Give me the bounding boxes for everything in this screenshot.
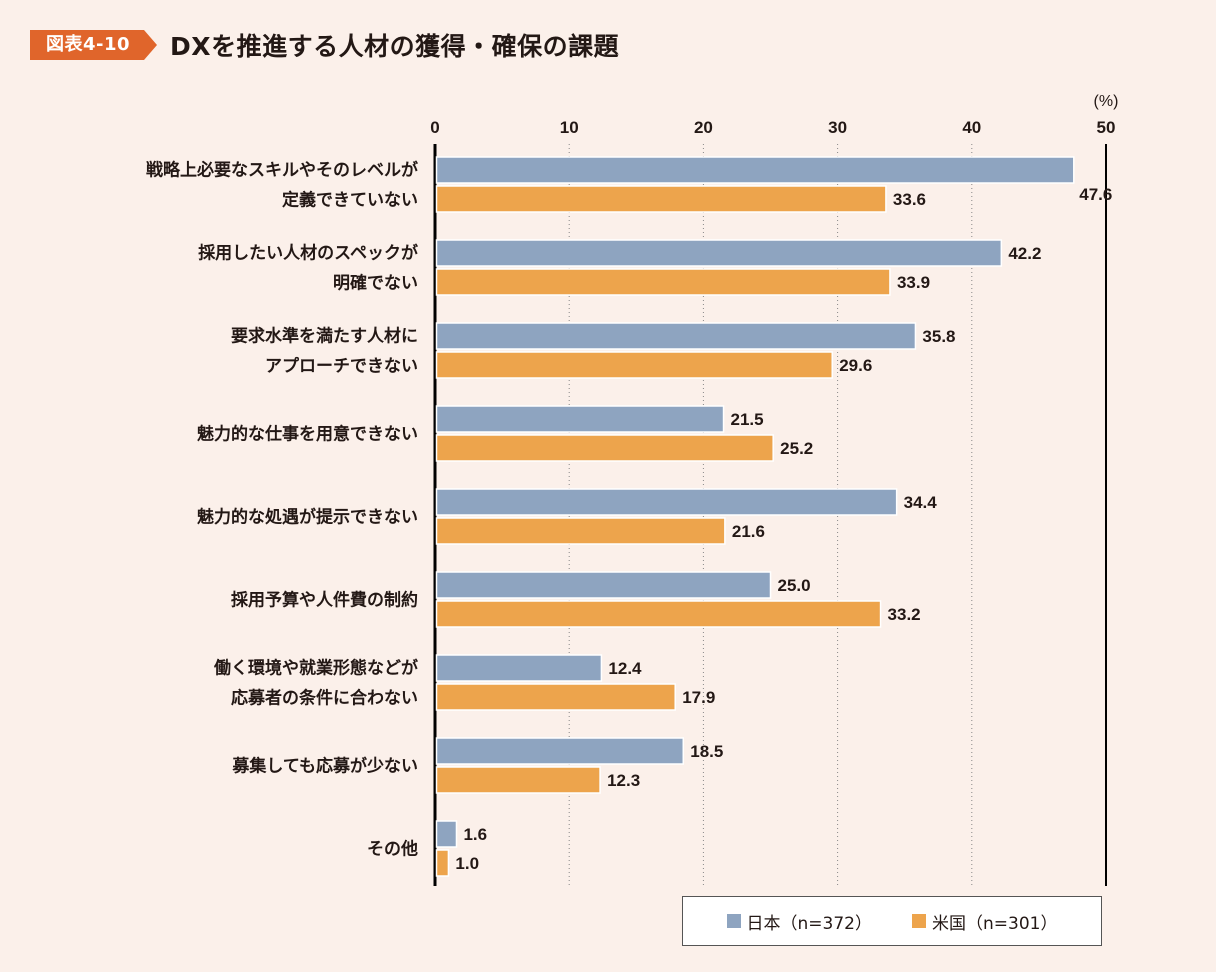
category-label: 採用予算や人件費の制約 bbox=[231, 590, 418, 610]
tick-label: 50 bbox=[1097, 118, 1116, 137]
legend-swatch-japan bbox=[726, 914, 741, 928]
data-label: 34.4 bbox=[904, 493, 938, 512]
data-label: 12.4 bbox=[608, 659, 642, 678]
category-label: 定義できていない bbox=[282, 190, 418, 210]
data-label: 18.5 bbox=[690, 742, 723, 761]
category-label: 魅力的な処遇が提示できない bbox=[197, 507, 418, 527]
data-label: 17.9 bbox=[682, 688, 715, 707]
figure-header: 図表4-10 DXを推進する人材の獲得・確保の課題 bbox=[30, 28, 619, 62]
category-label: 戦略上必要なスキルやそのレベルが bbox=[146, 160, 418, 180]
bar-us bbox=[435, 683, 676, 711]
data-label: 42.2 bbox=[1008, 244, 1041, 263]
bar-us bbox=[435, 351, 833, 379]
category-label: 魅力的な仕事を用意できない bbox=[197, 424, 418, 444]
tick-label: 40 bbox=[962, 118, 981, 137]
figure-title: DXを推進する人材の獲得・確保の課題 bbox=[170, 32, 620, 61]
data-label: 1.0 bbox=[455, 854, 479, 873]
bar-japan bbox=[435, 820, 458, 848]
data-label: 12.3 bbox=[607, 771, 640, 790]
category-label: 採用したい人材のスペックが bbox=[198, 243, 418, 263]
data-label: 33.2 bbox=[888, 605, 921, 624]
legend-item-us: 米国（n=301） bbox=[912, 909, 1057, 934]
bar-us bbox=[435, 517, 726, 545]
tick-label: 0 bbox=[430, 118, 439, 137]
figure-badge: 図表4-10 bbox=[30, 30, 158, 60]
bar-japan bbox=[435, 571, 772, 599]
category-label: 要求水準を満たす人材に bbox=[231, 326, 418, 346]
bar-japan bbox=[435, 737, 685, 765]
category-label: 明確でない bbox=[333, 273, 418, 293]
category-label: 募集しても応募が少ない bbox=[231, 756, 418, 776]
category-label: 応募者の条件に合わない bbox=[231, 688, 418, 708]
data-label: 29.6 bbox=[839, 356, 872, 375]
category-label: 働く環境や就業形態などが bbox=[213, 658, 418, 678]
bar-us bbox=[435, 849, 450, 877]
bar-us bbox=[435, 600, 882, 628]
bar-japan bbox=[435, 405, 725, 433]
bar-us bbox=[435, 766, 601, 794]
data-label: 21.5 bbox=[731, 410, 764, 429]
bar-japan bbox=[435, 654, 603, 682]
category-label: アプローチできない bbox=[265, 356, 418, 376]
tick-label: 30 bbox=[828, 118, 847, 137]
unit-label: (%) bbox=[1094, 93, 1119, 110]
legend-swatch-us bbox=[912, 914, 926, 928]
bar-japan bbox=[435, 488, 898, 516]
data-label: 33.6 bbox=[893, 190, 926, 209]
category-label: その他 bbox=[367, 839, 418, 859]
legend-label-japan: 日本（n=372） bbox=[746, 913, 872, 934]
data-label: 25.2 bbox=[780, 439, 813, 458]
data-label: 35.8 bbox=[922, 327, 955, 346]
data-label: 47.6 bbox=[1079, 185, 1112, 204]
bar-japan bbox=[435, 239, 1003, 267]
bar-us bbox=[435, 185, 887, 213]
legend-item-japan: 日本（n=372） bbox=[726, 909, 872, 934]
tick-label: 20 bbox=[694, 118, 713, 137]
tick-label: 10 bbox=[560, 118, 579, 137]
data-label: 25.0 bbox=[778, 576, 811, 595]
bar-japan bbox=[435, 322, 917, 350]
data-label: 21.6 bbox=[732, 522, 765, 541]
bar-us bbox=[435, 268, 891, 296]
bar-japan bbox=[435, 156, 1075, 184]
legend-label-us: 米国（n=301） bbox=[932, 913, 1058, 934]
data-label: 1.6 bbox=[463, 825, 487, 844]
data-label: 33.9 bbox=[897, 273, 930, 292]
bar-us bbox=[435, 434, 774, 462]
chart-legend: 日本（n=372） 米国（n=301） bbox=[682, 896, 1102, 946]
